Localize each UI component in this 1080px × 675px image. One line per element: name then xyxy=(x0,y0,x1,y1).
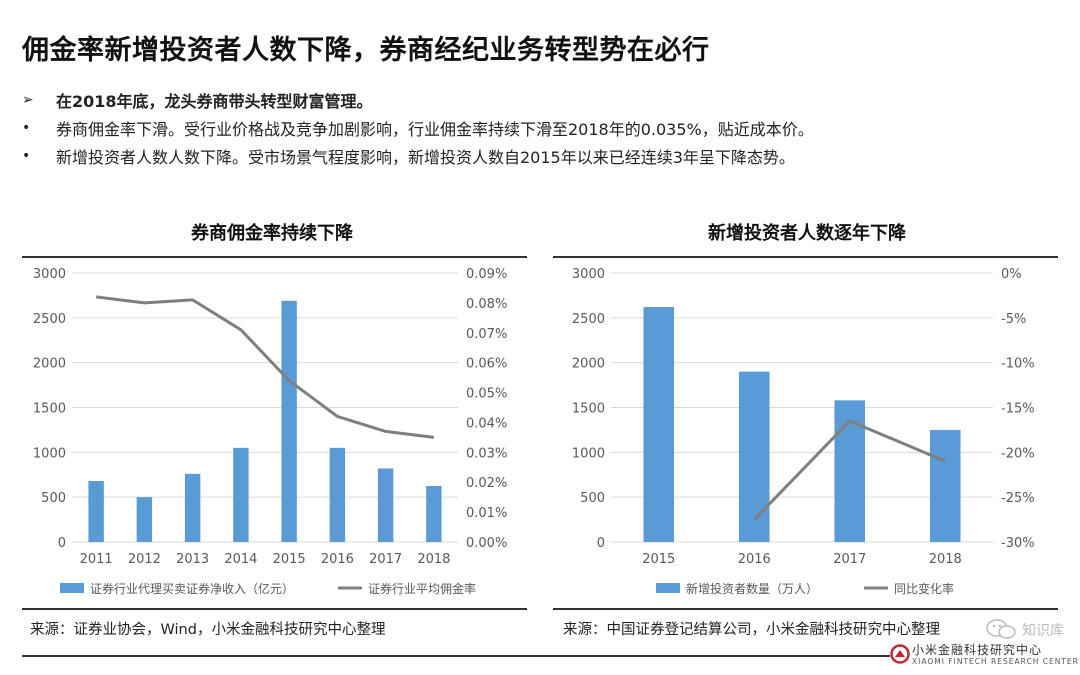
y-left-tick-label: 1500 xyxy=(33,402,66,417)
bullet-item: • 券商佣金率下滑。受行业价格战及竞争加剧影响，行业佣金率持续下滑至2018年的… xyxy=(22,114,1062,142)
x-tick-label: 2018 xyxy=(417,552,450,567)
wechat-icon xyxy=(986,619,1016,639)
line-series xyxy=(753,419,946,521)
right-source-note: 来源：中国证券登记结算公司，小米金融科技研究中心整理 xyxy=(563,622,940,638)
dot-bullet-icon: • xyxy=(22,120,31,136)
y-right-tick-label: -15% xyxy=(1001,402,1035,417)
bar xyxy=(88,481,104,542)
arrow-bullet-icon: ➢ xyxy=(22,92,34,108)
legend-bar-label: 新增投资者数量（万人） xyxy=(686,581,818,596)
logo-subtitle: XIAOMI FINTECH RESEARCH CENTER xyxy=(912,657,1079,666)
y-right-tick-label: -10% xyxy=(1001,357,1035,372)
x-tick-label: 2012 xyxy=(128,552,161,567)
y-left-tick-label: 1500 xyxy=(572,402,605,417)
x-tick-label: 2017 xyxy=(369,552,402,567)
y-right-tick-label: -25% xyxy=(1001,491,1035,506)
watermark-text: 知识库 xyxy=(1022,623,1064,639)
x-tick-label: 2015 xyxy=(642,552,675,567)
y-right-tick-label: 0.06% xyxy=(466,357,507,372)
bullet-text: 新增投资者人数人数下降。受市场景气程度影响，新增投资人数自2015年以来已经连续… xyxy=(56,148,795,167)
left-source-note: 来源：证券业协会，Wind，小米金融科技研究中心整理 xyxy=(30,622,386,638)
bar xyxy=(377,468,394,542)
y-right-tick-label: 0.01% xyxy=(466,506,507,521)
legend-line-label: 证券行业平均佣金率 xyxy=(368,581,476,596)
logo-mark-icon xyxy=(890,644,910,664)
y-left-tick-label: 3000 xyxy=(33,267,66,282)
y-left-tick-label: 500 xyxy=(580,491,605,506)
y-left-tick-label: 2500 xyxy=(572,312,605,327)
bullet-list: ➢ 在2018年底，龙头券商带头转型财富管理。 • 券商佣金率下滑。受行业价格战… xyxy=(22,86,1062,170)
x-tick-label: 2015 xyxy=(273,552,306,567)
new-investors-chart: 0 500 1000 1500 2000 2500 3000 -30% -25% -20% -15%… xyxy=(572,267,1035,596)
y-right-tick-label: 0% xyxy=(1001,267,1022,282)
x-tick-label: 2016 xyxy=(738,552,771,567)
y-right-tick-label: 0.04% xyxy=(466,416,507,431)
left-panel-top-divider xyxy=(22,256,527,258)
commission-chart: 0 500 1000 1500 2000 2500 3000 0.00% 0.01% 0.02% 0… xyxy=(33,267,507,596)
legend-bar-swatch xyxy=(60,583,84,593)
bullet-item: ➢ 在2018年底，龙头券商带头转型财富管理。 xyxy=(22,86,1062,114)
bar xyxy=(929,429,961,542)
y-left-tick-label: 0 xyxy=(597,536,605,551)
logo: 小米金融科技研究中心 XIAOMI FINTECH RESEARCH CENTE… xyxy=(890,640,1078,672)
x-tick-label: 2011 xyxy=(80,552,113,567)
right-chart-title: 新增投资者人数逐年下降 xyxy=(708,223,906,244)
bullet-item: • 新增投资者人数人数下降。受市场景气程度影响，新增投资人数自2015年以来已经… xyxy=(22,142,1062,170)
x-tick-label: 2018 xyxy=(929,552,962,567)
x-tick-label: 2017 xyxy=(833,552,866,567)
right-panel-top-divider xyxy=(553,256,1058,258)
bar xyxy=(136,497,153,542)
x-tick-label: 2016 xyxy=(321,552,354,567)
y-left-tick-label: 1000 xyxy=(33,446,66,461)
left-chart-title: 券商佣金率持续下降 xyxy=(191,223,353,244)
bar xyxy=(643,307,675,542)
bar xyxy=(233,447,249,542)
bar xyxy=(426,485,442,542)
right-panel-bottom-divider xyxy=(553,608,1058,610)
y-left-tick-label: 2000 xyxy=(572,357,605,372)
y-left-tick-label: 2000 xyxy=(33,357,66,372)
line-series xyxy=(95,295,435,439)
x-tick-label: 2014 xyxy=(224,552,257,567)
y-left-tick-label: 0 xyxy=(58,536,66,551)
logo-name: 小米金融科技研究中心 xyxy=(912,643,1043,657)
x-tick-label: 2013 xyxy=(176,552,209,567)
y-left-tick-label: 1000 xyxy=(572,446,605,461)
bar xyxy=(738,371,770,542)
y-right-tick-label: 0.07% xyxy=(466,327,507,342)
bar xyxy=(329,447,346,542)
y-left-tick-label: 500 xyxy=(41,491,66,506)
y-right-tick-label: 0.08% xyxy=(466,297,507,312)
legend-bar-label: 证券行业代理买卖证券净收入（亿元） xyxy=(90,581,294,596)
y-right-tick-label: -5% xyxy=(1001,312,1026,327)
y-right-tick-label: 0.00% xyxy=(466,536,507,551)
y-left-tick-label: 2500 xyxy=(33,312,66,327)
y-left-tick-label: 3000 xyxy=(572,267,605,282)
bullet-text: 在2018年底，龙头券商带头转型财富管理。 xyxy=(56,92,373,111)
y-right-tick-label: 0.05% xyxy=(466,387,507,402)
y-right-tick-label: 0.02% xyxy=(466,476,507,491)
dot-bullet-icon: • xyxy=(22,148,31,164)
footer-divider xyxy=(22,655,890,657)
legend-line-label: 同比变化率 xyxy=(894,581,954,596)
y-right-tick-label: 0.03% xyxy=(466,446,507,461)
left-panel-bottom-divider xyxy=(22,608,527,610)
bullet-text: 券商佣金率下滑。受行业价格战及竞争加剧影响，行业佣金率持续下滑至2018年的0.… xyxy=(56,120,814,139)
y-right-tick-label: -20% xyxy=(1001,446,1035,461)
bar xyxy=(184,473,201,542)
y-right-tick-label: 0.09% xyxy=(466,267,507,282)
bar xyxy=(281,300,297,542)
legend-bar-swatch xyxy=(656,583,680,593)
y-right-tick-label: -30% xyxy=(1001,536,1035,551)
page-title: 佣金率新增投资者人数下降，券商经纪业务转型势在必行 xyxy=(22,35,710,66)
